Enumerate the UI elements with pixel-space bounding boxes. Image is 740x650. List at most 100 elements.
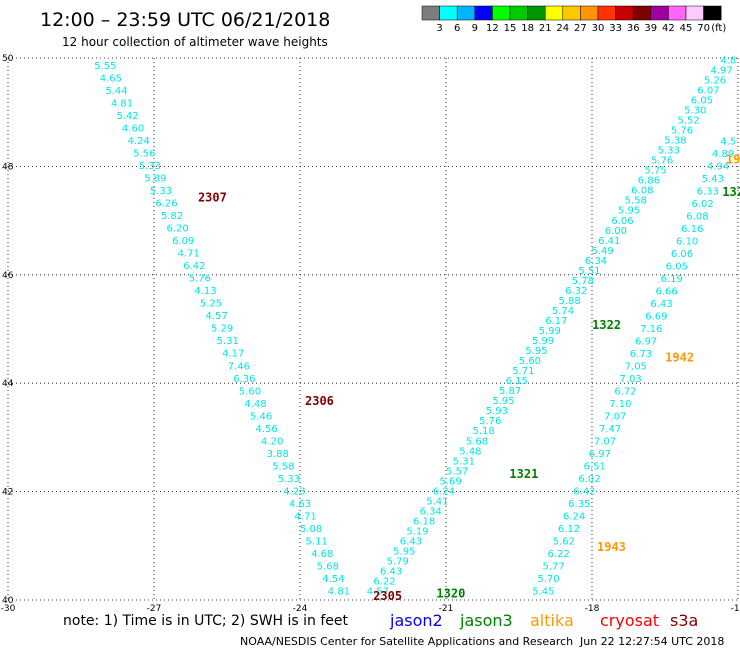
wave-height-value: 6.33: [697, 187, 719, 198]
legend-swatch: [439, 5, 458, 21]
wave-height-value: 5.68: [317, 562, 339, 573]
wave-height-value: 4.81: [328, 587, 350, 598]
legend-label: 30: [592, 23, 605, 34]
wave-height-value: 5.57: [446, 466, 468, 477]
wave-height-value: 6.08: [686, 212, 708, 223]
legend-label: 24: [556, 23, 569, 34]
wave-height-value: 5.95: [618, 206, 640, 217]
wave-height-value: 5.77: [542, 562, 564, 573]
lat-tick-label: 48: [2, 162, 14, 172]
lat-tick-label: 50: [2, 54, 14, 64]
wave-height-value: 4.56: [255, 424, 277, 435]
wave-height-value: 5.48: [459, 446, 481, 457]
wave-height-value: 6.06: [671, 249, 693, 260]
satellite-name-s3a: s3a: [670, 611, 698, 630]
satellite-name-jason3: jason3: [459, 611, 513, 630]
legend-label: 6: [454, 23, 460, 34]
legend-swatch: [544, 5, 564, 21]
lon-tick-label: -30: [1, 604, 16, 614]
legend-swatch: [421, 5, 440, 21]
satellite-name-jason2: jason2: [389, 611, 443, 630]
wave-height-value: 5.69: [439, 476, 461, 487]
legend-swatch: [562, 5, 581, 21]
wave-height-value: 5.33: [658, 146, 680, 157]
wave-height-value: 5.76: [651, 156, 673, 167]
wave-height-value: 5.11: [306, 537, 328, 548]
wave-height-value: 4.20: [261, 436, 283, 447]
longitude-tick-labels: -30 -27 -24 -21 -18 -15: [1, 604, 740, 614]
wave-height-value: 5.95: [393, 546, 415, 557]
legend-label: 42: [662, 23, 675, 34]
pass-number: 132: [722, 185, 740, 199]
satellite-name-cryosat: cryosat: [600, 611, 659, 630]
wave-height-value: 4.65: [100, 73, 122, 84]
wave-height-value: 6.69: [645, 312, 667, 323]
wave-height-value: 6.12: [558, 524, 580, 535]
wave-height-value: 6.35: [568, 499, 590, 510]
wave-height-value: 5.79: [387, 557, 409, 568]
wave-height-value: 5.18: [473, 426, 495, 437]
wave-height-value: 7.10: [609, 399, 631, 410]
wave-height-value: 4.71: [178, 249, 200, 260]
wave-height-value: 6.15: [506, 376, 528, 387]
legend-label: 45: [680, 23, 693, 34]
legend-swatch: [527, 5, 546, 21]
wave-height-value: 6.16: [681, 224, 703, 235]
satellite-legend: jason2 jason3 altika cryosat s3a: [389, 611, 698, 630]
wave-height-value: 7.07: [604, 412, 626, 423]
wave-height-value: 5.31: [217, 336, 239, 347]
wave-height-value: 5.95: [525, 346, 547, 357]
wave-height-value: 5.58: [272, 461, 294, 472]
wave-height-value: 5.93: [486, 406, 508, 417]
pass-number: 19: [726, 153, 740, 167]
wave-height-value: 6.51: [584, 462, 606, 473]
wave-height-value: 6.43: [380, 567, 402, 578]
wave-height-value: 6.73: [630, 349, 652, 360]
latitude-tick-labels: 40 42 44 46 48 50: [2, 54, 14, 606]
wave-height-value: 3.88: [267, 449, 289, 460]
legend-swatch: [580, 5, 599, 21]
wave-height-value: 5.26: [704, 75, 726, 86]
legend-swatch: [668, 5, 687, 21]
wave-height-value: 4.60: [122, 123, 144, 134]
pass-number: 1320: [436, 586, 465, 600]
wave-height-value: 5.62: [553, 537, 575, 548]
legend-label: 21: [539, 23, 552, 34]
wave-height-value: 6.72: [614, 387, 636, 398]
wave-height-value: 6.02: [691, 199, 713, 210]
wave-height-value: 4.89: [712, 149, 734, 160]
wave-height-value: 5.25: [200, 299, 222, 310]
legend-label: 39: [644, 23, 657, 34]
wave-height-value: 6.18: [413, 516, 435, 527]
legend-label: 15: [504, 23, 517, 34]
wave-height-value: 5.87: [499, 386, 521, 397]
wave-height-value: 5.30: [684, 106, 706, 117]
wave-height-value: 5.78: [572, 276, 594, 287]
wave-height-value: 6.34: [420, 506, 442, 517]
pass-number: 1321: [509, 467, 538, 481]
lat-tick-label: 46: [2, 271, 14, 281]
wave-height-value: 4.81: [111, 98, 133, 109]
wave-height-value: 5.33: [139, 161, 161, 172]
wave-height-value: 5.51: [578, 266, 600, 277]
legend-label: 3: [436, 23, 442, 34]
wave-height-value: 6.06: [611, 216, 633, 227]
wave-height-value: 4.97: [711, 65, 733, 76]
wave-height-value: 4.24: [128, 136, 150, 147]
lon-tick-label: -21: [439, 604, 454, 614]
pass-number: 2306: [305, 394, 334, 408]
wave-height-value: 6.42: [573, 487, 595, 498]
wave-height-value: 6.97: [589, 449, 611, 460]
legend-label: 9: [472, 23, 478, 34]
wave-height-value: 6.22: [548, 549, 570, 560]
wave-height-value: 6.19: [661, 274, 683, 285]
wave-height-value: 5.45: [532, 587, 554, 598]
legend-swatch: [703, 5, 722, 21]
wave-height-value: 7.03: [620, 374, 642, 385]
wave-height-value: 6.66: [655, 287, 677, 298]
wave-height-value: 6.05: [666, 262, 688, 273]
pass-number: 1942: [665, 351, 694, 365]
wave-height-value: 6.17: [545, 316, 567, 327]
